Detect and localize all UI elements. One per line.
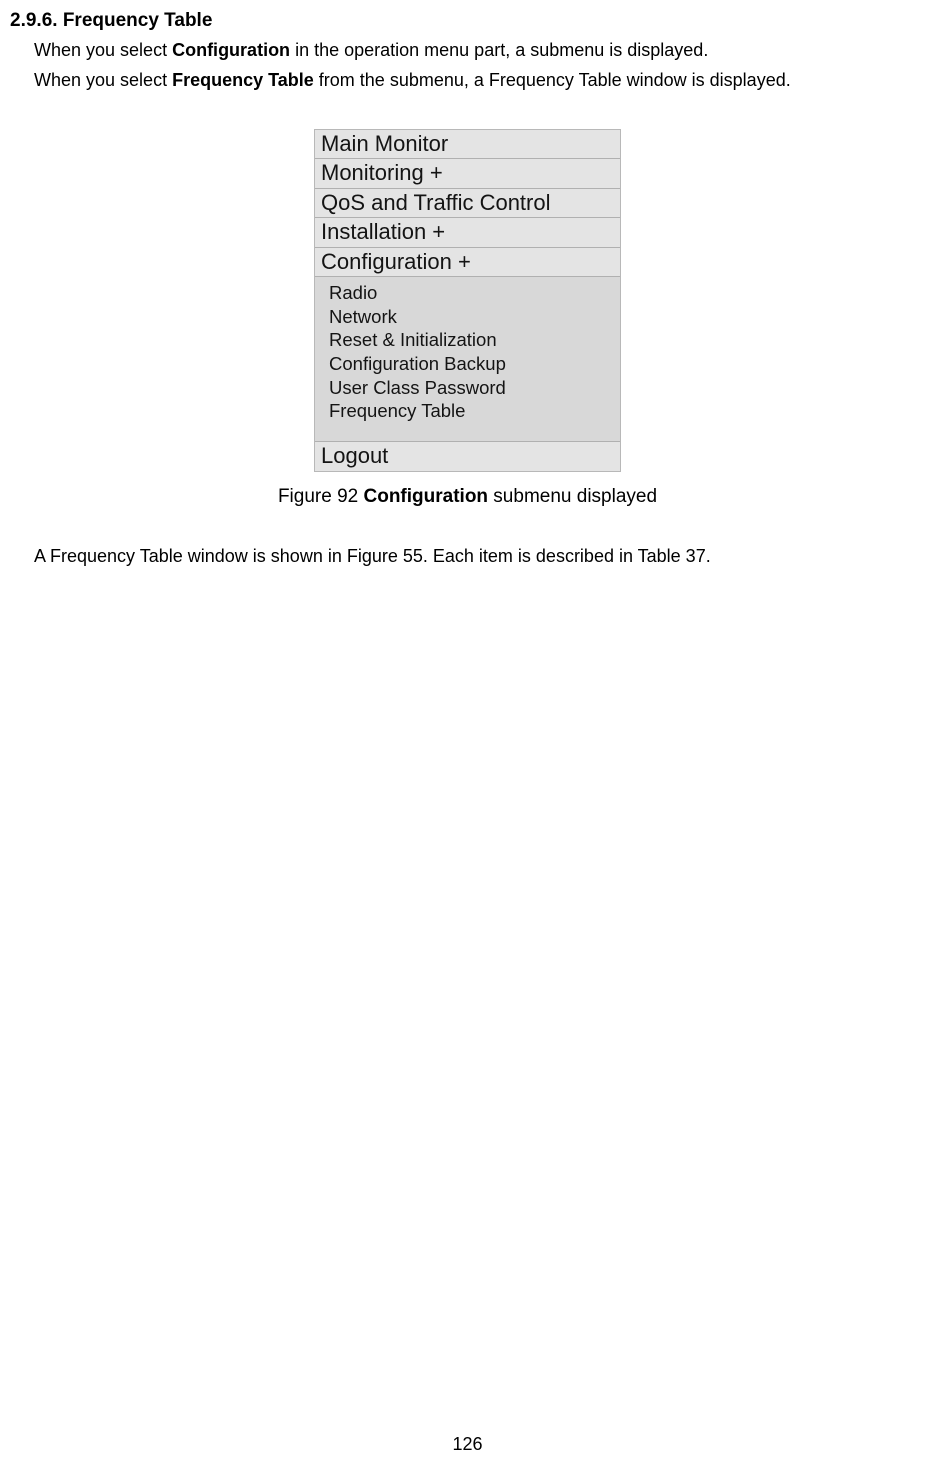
body-line-2-bold: Frequency Table: [172, 70, 314, 90]
menu-installation[interactable]: Installation +: [315, 218, 620, 248]
page: 2.9.6. Frequency Table When you select C…: [0, 0, 935, 1475]
menu-logout[interactable]: Logout: [315, 442, 620, 471]
figure-caption-post: submenu displayed: [488, 486, 657, 507]
menu-qos-traffic[interactable]: QoS and Traffic Control: [315, 189, 620, 219]
body-line-2-post: from the submenu, a Frequency Table wind…: [314, 70, 791, 90]
body-line-2-pre: When you select: [34, 70, 172, 90]
submenu-radio[interactable]: Radio: [329, 281, 620, 305]
menu-monitoring[interactable]: Monitoring +: [315, 159, 620, 189]
body-line-1-post: in the operation menu part, a submenu is…: [290, 40, 708, 60]
submenu-network[interactable]: Network: [329, 305, 620, 329]
menu-configuration[interactable]: Configuration +: [315, 248, 620, 278]
page-number: 126: [0, 1434, 935, 1455]
figure-caption-pre: Figure 92: [278, 486, 364, 507]
submenu-frequency-table[interactable]: Frequency Table: [329, 399, 620, 423]
section-heading: 2.9.6. Frequency Table: [10, 10, 925, 32]
body-line-1: When you select Configuration in the ope…: [34, 38, 925, 62]
submenu-reset-init[interactable]: Reset & Initialization: [329, 328, 620, 352]
figure-caption-bold: Configuration: [364, 486, 489, 507]
submenu-configuration: Radio Network Reset & Initialization Con…: [315, 277, 620, 442]
menu-figure: Main Monitor Monitoring + QoS and Traffi…: [314, 129, 621, 472]
submenu-config-backup[interactable]: Configuration Backup: [329, 352, 620, 376]
figure-caption: Figure 92 Configuration submenu displaye…: [10, 486, 925, 508]
body-line-1-pre: When you select: [34, 40, 172, 60]
follow-text: A Frequency Table window is shown in Fig…: [34, 546, 925, 567]
body-line-1-bold: Configuration: [172, 40, 290, 60]
submenu-user-password[interactable]: User Class Password: [329, 376, 620, 400]
menu-main-monitor[interactable]: Main Monitor: [315, 130, 620, 160]
body-line-2: When you select Frequency Table from the…: [34, 68, 925, 92]
